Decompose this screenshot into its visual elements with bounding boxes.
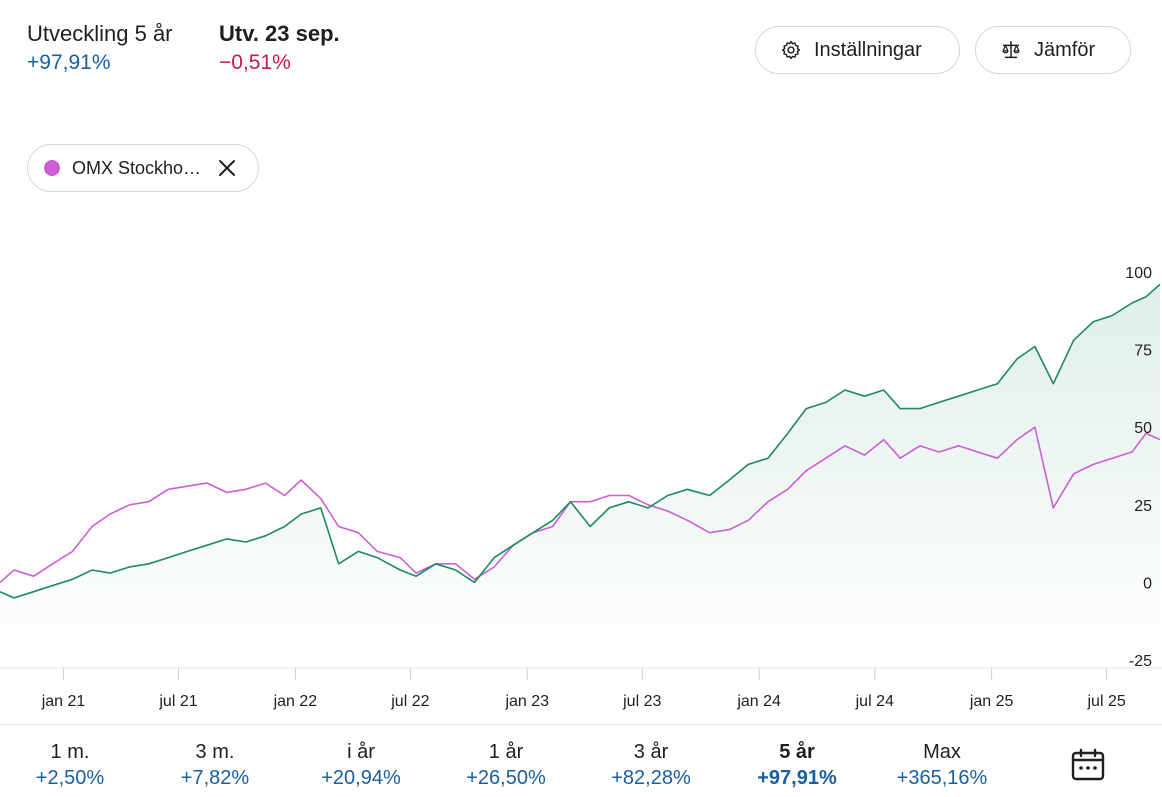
y-tick-label: 75 <box>1134 343 1152 360</box>
period-value: +97,91% <box>757 767 837 789</box>
development-stat: Utveckling 5 år +97,91% <box>27 20 173 77</box>
period-value: +26,50% <box>466 767 546 789</box>
compare-chip[interactable]: OMX Stockhol... <box>27 144 259 192</box>
period-label: 3 m. <box>195 741 235 763</box>
x-tick-label: jul 24 <box>855 693 894 710</box>
x-tick-label: jan 23 <box>504 693 549 710</box>
x-tick-label: jul 21 <box>158 693 197 710</box>
x-tick-label: jan 24 <box>736 693 781 710</box>
period-3y[interactable]: 3 år +82,28% <box>591 739 711 791</box>
gear-icon <box>781 40 801 60</box>
period-label: 1 m. <box>50 741 90 763</box>
compare-series-line <box>0 426 1161 583</box>
compare-label: Jämför <box>1034 38 1096 61</box>
period-selector: 1 m. +2,50% 3 m. +7,82% i år +20,94% 1 å… <box>0 724 1162 797</box>
period-value: +365,16% <box>896 767 988 789</box>
x-tick-label: jul 23 <box>622 693 661 710</box>
period-label: Max <box>923 741 961 763</box>
y-tick-label: 100 <box>1125 265 1152 282</box>
period-value: +20,94% <box>321 767 401 789</box>
period-max[interactable]: Max +365,16% <box>882 739 1002 791</box>
settings-button[interactable]: Inställningar <box>755 26 960 74</box>
primary-area-fill <box>0 284 1160 668</box>
day-change-stat: Utv. 23 sep. −0,51% <box>219 20 340 77</box>
day-change-value: −0,51% <box>219 51 291 74</box>
compare-button[interactable]: Jämför <box>975 26 1131 74</box>
y-tick-label: 25 <box>1134 498 1152 515</box>
period-ytd[interactable]: i år +20,94% <box>301 739 421 791</box>
primary-series-line <box>0 283 1161 599</box>
y-tick-label: 50 <box>1134 420 1152 437</box>
x-tick-label: jan 25 <box>969 693 1014 710</box>
scale-icon <box>1002 41 1020 59</box>
development-label: Utveckling 5 år <box>27 21 173 46</box>
period-label: 3 år <box>633 741 669 763</box>
period-label: 5 år <box>779 741 815 763</box>
x-tick-label: jul 25 <box>1087 693 1126 710</box>
day-change-label: Utv. 23 sep. <box>219 21 340 46</box>
x-tick-label: jul 22 <box>390 693 429 710</box>
period-value: +2,50% <box>35 767 105 789</box>
period-1m[interactable]: 1 m. +2,50% <box>10 739 130 791</box>
period-value: +7,82% <box>180 767 250 789</box>
y-tick-label: -25 <box>1129 653 1152 670</box>
calendar-icon[interactable] <box>1071 748 1105 787</box>
y-tick-label: 0 <box>1143 575 1152 592</box>
x-tick-label: jan 21 <box>41 693 86 710</box>
period-label: i år <box>347 741 375 763</box>
close-icon[interactable] <box>216 157 238 179</box>
settings-label: Inställningar <box>814 38 922 61</box>
period-1y[interactable]: 1 år +26,50% <box>446 739 566 791</box>
period-3m[interactable]: 3 m. +7,82% <box>155 739 275 791</box>
development-value: +97,91% <box>27 51 111 74</box>
x-tick-label: jan 22 <box>273 693 318 710</box>
period-5y[interactable]: 5 år +97,91% <box>737 739 857 791</box>
compare-chip-label: OMX Stockhol... <box>72 157 202 178</box>
period-label: 1 år <box>488 741 524 763</box>
period-value: +82,28% <box>611 767 691 789</box>
performance-chart: 100 75 50 25 0 -25 jan 21 jul 21 jan 22 jul 22 ja… <box>0 265 1162 710</box>
series-color-dot <box>44 160 60 176</box>
